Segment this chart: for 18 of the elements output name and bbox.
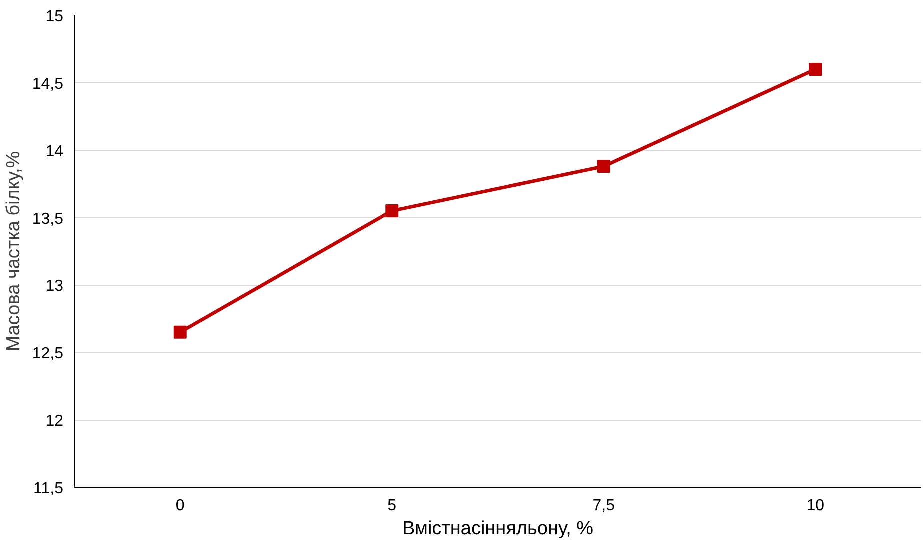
y-tick-label: 14 [46, 143, 64, 160]
x-tick-label: 10 [806, 498, 825, 514]
y-tick-label: 13,5 [32, 210, 64, 228]
point [174, 326, 187, 339]
y-tick-label: 12 [46, 413, 64, 430]
y-axis-title: Масова частка білку,% [3, 151, 24, 352]
y-tick-label: 12,5 [32, 346, 64, 363]
x-tick-label: 7,5 [592, 498, 616, 514]
x-axis-title: Вмістнасінняльону, % [402, 518, 594, 540]
y-tick-label: 13 [46, 278, 64, 296]
point [597, 160, 610, 174]
point [386, 204, 399, 218]
y-tick-label: 11,5 [34, 480, 64, 498]
x-tick-label: 0 [176, 498, 185, 514]
point [809, 62, 822, 76]
y-tick-label: 14,5 [32, 76, 64, 93]
y-tick-label: 15 [46, 8, 64, 26]
x-tick-label: 5 [388, 498, 397, 514]
